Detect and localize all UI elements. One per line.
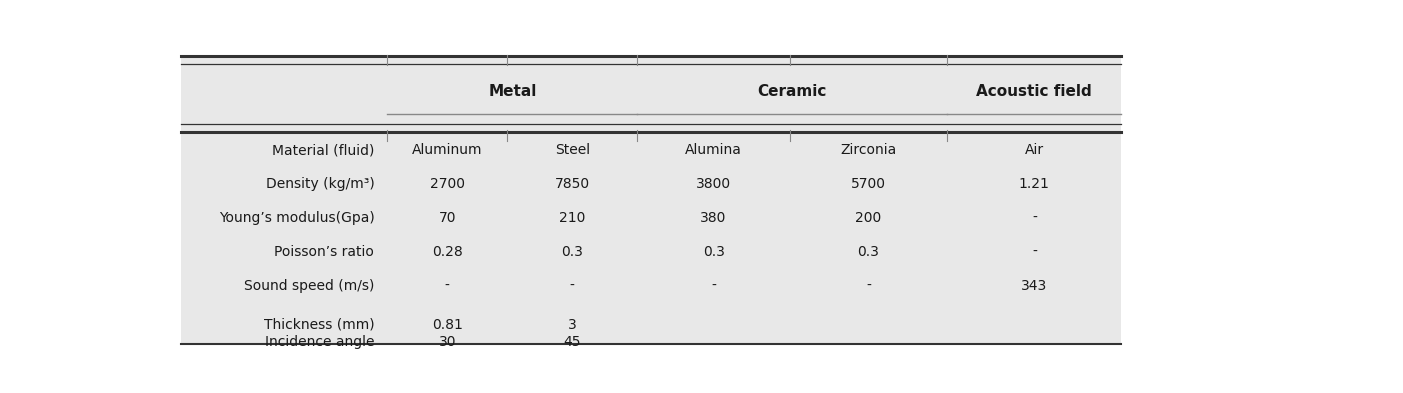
- Text: Density (kg/m³): Density (kg/m³): [265, 177, 375, 191]
- Text: Incidence angle: Incidence angle: [265, 335, 375, 349]
- Text: Air: Air: [1024, 143, 1044, 157]
- Text: Zirconia: Zirconia: [840, 143, 897, 157]
- Text: 2700: 2700: [429, 177, 464, 191]
- Text: -: -: [1033, 211, 1037, 225]
- Text: -: -: [570, 279, 575, 293]
- Text: 3: 3: [568, 318, 577, 332]
- Text: Aluminum: Aluminum: [412, 143, 483, 157]
- Text: 380: 380: [700, 211, 727, 225]
- Text: 45: 45: [564, 335, 581, 349]
- Text: 0.28: 0.28: [432, 245, 463, 259]
- Text: -: -: [445, 279, 449, 293]
- Text: 210: 210: [558, 211, 585, 225]
- Text: 200: 200: [856, 211, 881, 225]
- Text: 70: 70: [439, 211, 456, 225]
- Text: 7850: 7850: [554, 177, 589, 191]
- Bar: [181, 56, 1121, 344]
- Text: 3800: 3800: [696, 177, 731, 191]
- Text: -: -: [1033, 245, 1037, 259]
- Text: 0.3: 0.3: [857, 245, 880, 259]
- Text: Alumina: Alumina: [685, 143, 742, 157]
- Text: Acoustic field: Acoustic field: [976, 84, 1093, 99]
- Text: Thickness (mm): Thickness (mm): [264, 318, 375, 332]
- Text: Material (fluid): Material (fluid): [272, 143, 375, 157]
- Text: -: -: [866, 279, 871, 293]
- Text: Poisson’s ratio: Poisson’s ratio: [275, 245, 375, 259]
- Text: 30: 30: [439, 335, 456, 349]
- Text: Metal: Metal: [488, 84, 536, 99]
- Text: Steel: Steel: [554, 143, 589, 157]
- Text: 0.3: 0.3: [561, 245, 584, 259]
- Text: -: -: [711, 279, 716, 293]
- Text: 0.81: 0.81: [432, 318, 463, 332]
- Text: 343: 343: [1021, 279, 1048, 293]
- Text: Ceramic: Ceramic: [758, 84, 828, 99]
- Text: 0.3: 0.3: [703, 245, 724, 259]
- Text: Sound speed (m/s): Sound speed (m/s): [244, 279, 375, 293]
- Text: Young’s modulus(Gpa): Young’s modulus(Gpa): [219, 211, 375, 225]
- Text: 1.21: 1.21: [1019, 177, 1049, 191]
- Text: 5700: 5700: [852, 177, 887, 191]
